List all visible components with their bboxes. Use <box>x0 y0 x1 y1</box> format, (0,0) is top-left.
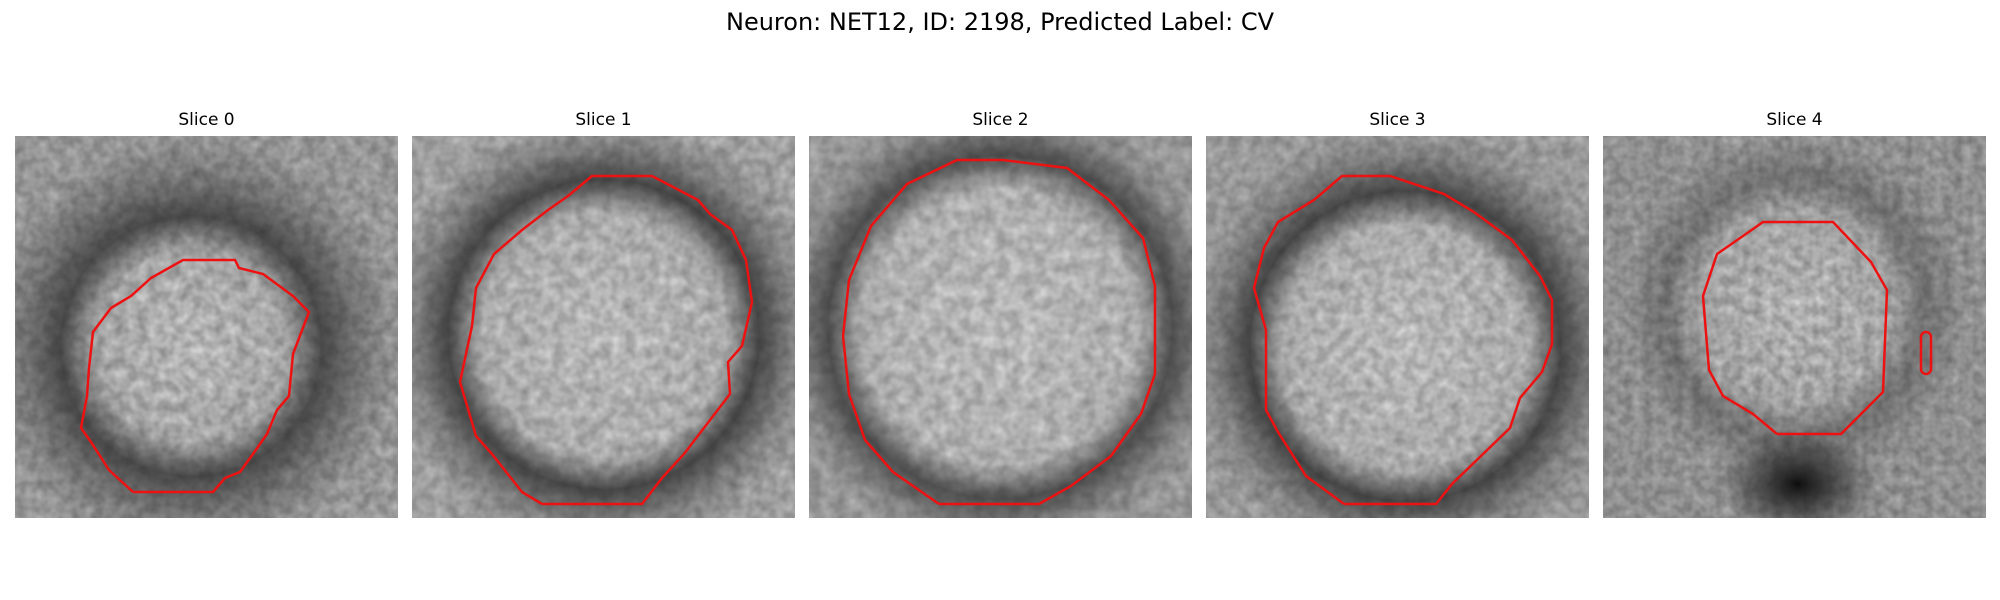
slice-title-3: Slice 3 <box>1369 110 1426 130</box>
microscopy-image-4 <box>1603 136 1986 518</box>
slice-panel-1: Slice 1 <box>412 108 795 518</box>
slice-panel-4: Slice 4 <box>1603 108 1986 518</box>
figure-title: Neuron: NET12, ID: 2198, Predicted Label… <box>726 8 1274 36</box>
slice-title-4: Slice 4 <box>1766 110 1823 130</box>
contour-4-small <box>1919 330 1933 376</box>
slice-panel-3: Slice 3 <box>1206 108 1589 518</box>
contour-2 <box>841 158 1157 506</box>
slice-title-2: Slice 2 <box>972 110 1029 130</box>
contour-0 <box>79 258 311 494</box>
microscopy-image-2 <box>809 136 1192 518</box>
microscopy-image-3 <box>1206 136 1589 518</box>
slice-panel-0: Slice 0 <box>15 108 398 518</box>
contour-4 <box>1701 220 1889 436</box>
microscopy-image-1 <box>412 136 795 518</box>
microscopy-image-0 <box>15 136 398 518</box>
slice-title-1: Slice 1 <box>575 110 632 130</box>
contour-1 <box>458 174 754 506</box>
slice-title-0: Slice 0 <box>178 110 235 130</box>
slice-panel-2: Slice 2 <box>809 108 1192 518</box>
contour-3 <box>1252 174 1554 506</box>
